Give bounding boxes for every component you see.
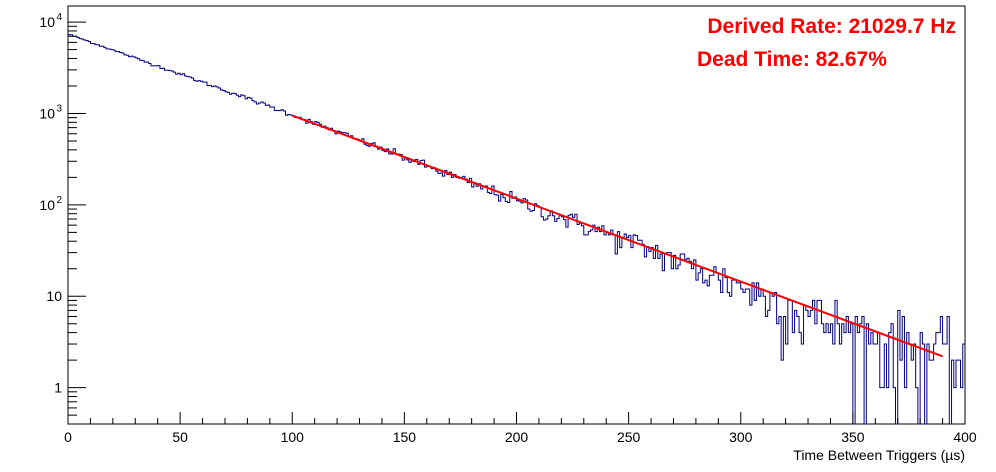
y-tick-label: 10 bbox=[39, 105, 55, 121]
y-tick-exponent: 4 bbox=[56, 12, 62, 23]
fit-series bbox=[291, 114, 943, 358]
y-tick-label: 10 bbox=[39, 14, 55, 30]
y-tick-exponent: 2 bbox=[56, 195, 62, 206]
x-tick-label: 300 bbox=[729, 429, 753, 445]
y-tick-label: 1 bbox=[54, 380, 62, 396]
dead-time-annotation: Dead Time: 82.67% bbox=[697, 48, 887, 71]
y-axis-ticks bbox=[68, 21, 86, 425]
x-tick-label: 400 bbox=[953, 429, 977, 445]
y-tick-exponent: 3 bbox=[56, 103, 62, 114]
x-tick-label: 200 bbox=[505, 429, 529, 445]
x-tick-label: 100 bbox=[281, 429, 305, 445]
x-tick-label: 150 bbox=[393, 429, 417, 445]
x-tick-label: 50 bbox=[172, 429, 188, 445]
x-axis-ticks bbox=[67, 412, 966, 424]
x-tick-label: 350 bbox=[841, 429, 865, 445]
x-tick-label: 250 bbox=[617, 429, 641, 445]
x-tick-label: 0 bbox=[64, 429, 72, 445]
histogram-series bbox=[68, 34, 965, 425]
derived-rate-annotation: Derived Rate: 21029.7 Hz bbox=[707, 15, 956, 38]
x-axis-title: Time Between Triggers (µs) bbox=[793, 447, 965, 463]
y-tick-label: 10 bbox=[39, 197, 55, 213]
y-tick-label: 10 bbox=[46, 288, 62, 304]
histogram-line bbox=[68, 34, 965, 425]
x-axis-tick-labels: 0 50 100 150 200 250 300 350 400 bbox=[64, 429, 977, 445]
fit-line bbox=[291, 114, 943, 358]
